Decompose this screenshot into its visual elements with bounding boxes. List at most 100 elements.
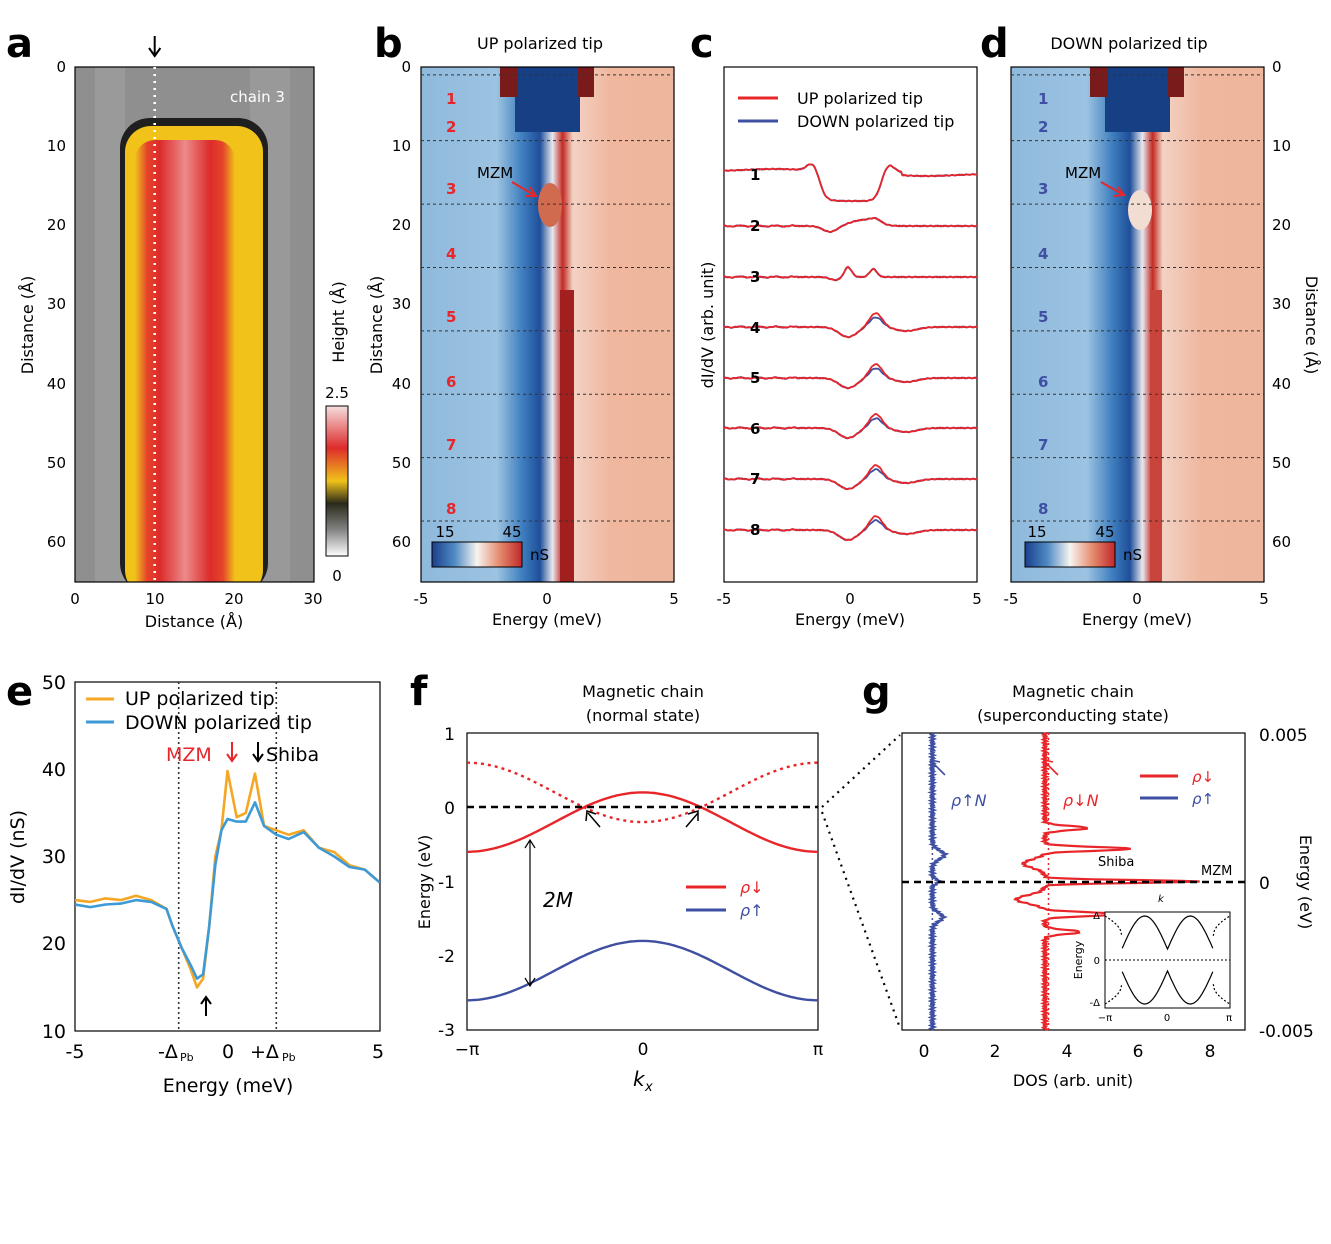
panel-letter-c: c (690, 21, 714, 67)
height-colorbar (325, 405, 349, 557)
g-inset-ytick: -Δ (1090, 998, 1101, 1009)
a-xtick: 0 (70, 590, 80, 608)
e-dip-arrow-icon (200, 995, 212, 1016)
b-colorbar-unit: nS (530, 546, 549, 564)
c-trace-up (723, 464, 978, 491)
b-ytick: 20 (392, 216, 411, 234)
b-row-label: 7 (446, 436, 456, 454)
b-xlabel: Energy (meV) (492, 610, 602, 629)
a-xtick: 20 (224, 590, 243, 608)
f-xtick: π (813, 1040, 823, 1060)
a-xlabel: Distance (Å) (145, 612, 243, 631)
e-ytick: 30 (42, 846, 66, 868)
d-row-label: 7 (1038, 436, 1048, 454)
e-shiba-arrow-icon (252, 742, 264, 763)
a-xtick: 30 (303, 590, 322, 608)
b-ytick: 30 (392, 295, 411, 313)
a-ytick: 20 (47, 216, 66, 234)
g-rho-up-label: ρ↑N (951, 791, 987, 810)
b-mzm-label: MZM (477, 164, 513, 182)
b-row-labels: 1 2 3 4 5 6 7 8 (446, 90, 456, 518)
panel-b: b UP polarized tip 1 2 3 4 5 6 7 8 MZM 1… (367, 21, 679, 629)
g-xtick: 4 (1062, 1042, 1073, 1062)
e-xtick-neg-delta-sub: Pb (180, 1051, 194, 1064)
panel-c: c UP polarized tip DOWN polarized tip 1 … (690, 21, 982, 629)
g-subtitle: (superconducting state) (977, 706, 1169, 725)
b-xtick: -5 (414, 590, 429, 608)
f-band-line (467, 939, 818, 1002)
d-colorbar-unit: nS (1123, 546, 1142, 564)
g-xtick: 0 (919, 1042, 930, 1062)
c-trace-label: 3 (750, 268, 760, 286)
height-colorbar-min: 0 (332, 567, 342, 585)
g-inset-top-klabel: k (1158, 894, 1165, 905)
d-row-label: 4 (1038, 245, 1048, 263)
d-mzm-arrow-icon (1100, 181, 1126, 197)
panel-a: a chain 3 0 10 20 30 40 50 60 0 10 20 30 (6, 21, 349, 631)
d-row-label: 3 (1038, 180, 1048, 198)
c-xlabel: Energy (meV) (795, 610, 905, 629)
f-xtick: −π (455, 1040, 479, 1060)
panel-letter-d: d (980, 21, 1009, 67)
d-map (1011, 67, 1264, 582)
f-bands (467, 761, 818, 1002)
chain-body (135, 140, 235, 582)
d-row-label: 8 (1038, 500, 1048, 518)
d-colorbar-min: 15 (1027, 523, 1046, 541)
c-axes (723, 66, 978, 583)
f-subtitle: (normal state) (586, 706, 700, 725)
e-xtick-pos-delta-sub: Pb (282, 1051, 296, 1064)
d-mzm-label: MZM (1065, 164, 1101, 182)
c-trace-up (723, 412, 978, 440)
d-ytick: 40 (1272, 375, 1291, 393)
c-trace-label: 4 (750, 319, 760, 337)
f-crossing-arrow-icon (685, 809, 699, 828)
f-band-line (467, 791, 818, 853)
f-ytick: 1 (444, 725, 455, 745)
e-series-line (75, 801, 380, 980)
c-trace-label: 7 (750, 470, 760, 488)
d-ytick: 30 (1272, 295, 1291, 313)
g-inset-axes (1104, 911, 1231, 1009)
g-inset: k Δ 0 -Δ −π 0 π Energy (1072, 894, 1232, 1024)
b-row-label: 8 (446, 500, 456, 518)
e-xtick: -5 (66, 1041, 85, 1063)
c-xtick: 5 (972, 590, 982, 608)
d-colorbar (1024, 541, 1116, 568)
f-ylabel: Energy (eV) (415, 835, 434, 929)
f-ytick: -2 (438, 947, 455, 967)
height-colorbar-max: 2.5 (325, 384, 349, 402)
a-xticks: 0 10 20 30 (70, 590, 322, 608)
b-ytick: 0 (401, 58, 411, 76)
panel-letter-a: a (6, 21, 33, 67)
c-trace-up (723, 217, 978, 234)
g-inset-band-lower (1121, 969, 1214, 1005)
b-row-label: 6 (446, 373, 456, 391)
c-trace-label: 1 (750, 166, 760, 184)
b-mzm-arrow-icon (511, 181, 538, 197)
b-ylabel: Distance (Å) (367, 276, 386, 374)
a-ytick: 10 (47, 137, 66, 155)
e-xtick-pos-delta: +Δ (250, 1041, 279, 1063)
d-row-label: 1 (1038, 90, 1048, 108)
b-cut-lines (421, 74, 674, 522)
g-xtick: 8 (1205, 1042, 1216, 1062)
d-row-label: 5 (1038, 308, 1048, 326)
d-title: DOWN polarized tip (1050, 34, 1207, 53)
b-row-label: 2 (446, 118, 456, 136)
d-ytick: 50 (1272, 454, 1291, 472)
a-xtick: 10 (145, 590, 164, 608)
e-ytick: 20 (42, 933, 66, 955)
b-ytick: 60 (392, 533, 411, 551)
g-inset-band-lower-dotted (1104, 984, 1231, 1005)
f-2m-label: 2M (543, 888, 573, 912)
chain-label: chain 3 (230, 88, 285, 106)
panel-d: d DOWN polarized tip 1 2 3 4 5 6 7 8 MZM… (980, 21, 1321, 629)
b-colorbar-min: 15 (435, 523, 454, 541)
a-yticks: 0 10 20 30 40 50 60 (47, 58, 66, 551)
f-legend-up: ρ↑ (740, 901, 764, 920)
e-legend-up: UP polarized tip (125, 688, 275, 710)
g-inset-ytick: Δ (1093, 911, 1100, 922)
e-ytick: 50 (42, 672, 66, 694)
